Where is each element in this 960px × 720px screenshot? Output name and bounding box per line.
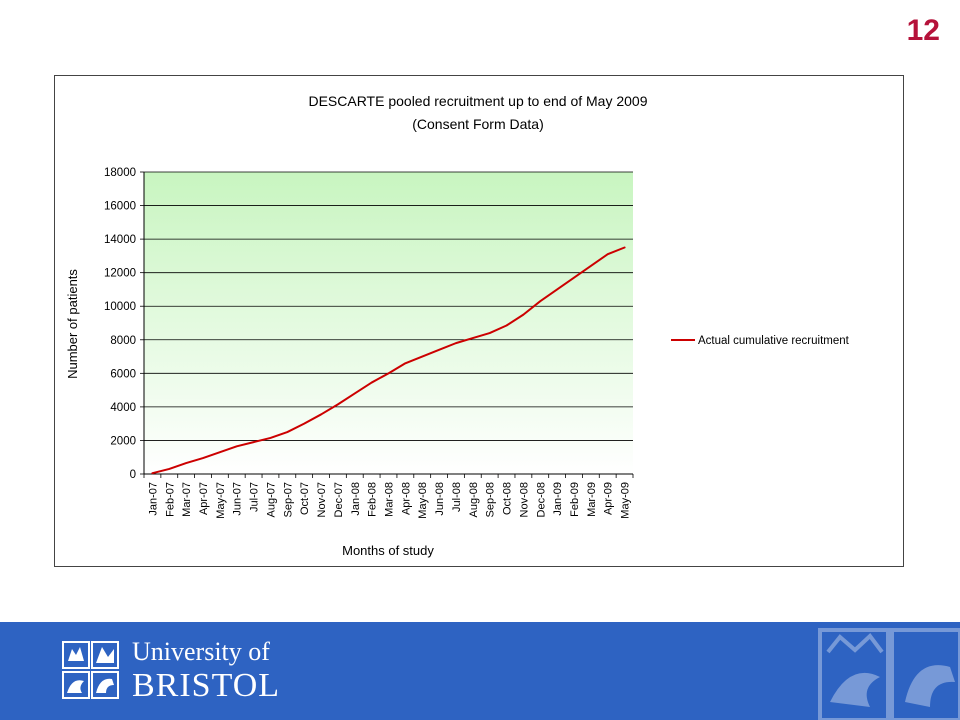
y-tick-label: 4000 — [110, 402, 136, 414]
x-tick-label: Jun-07 — [232, 482, 244, 516]
x-tick-label: May-07 — [215, 482, 227, 519]
crest-icon — [62, 641, 120, 701]
x-tick-label: Jun-08 — [434, 482, 446, 516]
x-tick-label: Nov-08 — [518, 482, 530, 517]
x-tick-label: Jul-07 — [249, 482, 261, 512]
x-tick-label: Feb-09 — [569, 482, 581, 517]
chart-subtitle: (Consent Form Data) — [412, 116, 543, 132]
crest-watermark-icon — [810, 622, 960, 720]
x-tick-label: Jan-07 — [147, 482, 159, 516]
x-tick-label: May-09 — [620, 482, 632, 519]
x-tick-label: Sep-08 — [485, 482, 497, 517]
x-tick-label: Feb-07 — [164, 482, 176, 517]
x-tick-label: May-08 — [417, 482, 429, 519]
x-tick-label: Dec-07 — [333, 482, 345, 517]
x-tick-label: Oct-07 — [299, 482, 311, 515]
x-tick-label: Sep-07 — [282, 482, 294, 517]
y-tick-label: 0 — [130, 469, 136, 481]
line-chart: DESCARTE pooled recruitment up to end of… — [65, 93, 850, 558]
y-tick-label: 2000 — [110, 435, 136, 447]
y-tick-label: 10000 — [104, 301, 136, 313]
x-tick-label: Aug-08 — [468, 482, 480, 517]
x-tick-label: Apr-07 — [198, 482, 210, 515]
chart-container: DESCARTE pooled recruitment up to end of… — [54, 75, 904, 567]
y-tick-label: 8000 — [110, 335, 136, 347]
y-axis-label: Number of patients — [65, 269, 80, 379]
x-tick-label: Apr-08 — [400, 482, 412, 515]
x-tick-label: Jan-09 — [552, 482, 564, 516]
x-tick-label: Oct-08 — [502, 482, 514, 515]
x-tick-label: Mar-09 — [586, 482, 598, 517]
logo-line-university: University of — [132, 637, 270, 666]
x-axis-label: Months of study — [342, 543, 434, 558]
plot-area — [144, 172, 633, 474]
x-tick-label: Mar-08 — [384, 482, 396, 517]
y-tick-label: 12000 — [104, 268, 136, 280]
slide-number: 12 — [906, 14, 940, 47]
y-tick-label: 14000 — [104, 234, 136, 246]
x-tick-label: Jul-08 — [451, 482, 463, 512]
x-tick-label: Jan-08 — [350, 482, 362, 516]
x-tick-label: Aug-07 — [265, 482, 277, 517]
footer-bar: University of BRISTOL — [0, 622, 960, 720]
y-tick-label: 16000 — [104, 201, 136, 213]
university-logo: University of BRISTOL — [62, 638, 280, 704]
y-tick-label: 6000 — [110, 368, 136, 380]
x-tick-label: Nov-07 — [316, 482, 328, 517]
x-tick-label: Apr-09 — [603, 482, 615, 515]
legend: Actual cumulative recruitment — [671, 335, 850, 347]
legend-label: Actual cumulative recruitment — [698, 335, 850, 347]
x-tick-label: Feb-08 — [367, 482, 379, 517]
y-tick-label: 18000 — [104, 167, 136, 179]
logo-line-bristol: BRISTOL — [132, 667, 281, 704]
x-tick-label: Mar-07 — [181, 482, 193, 517]
x-tick-label: Dec-08 — [535, 482, 547, 517]
chart-title: DESCARTE pooled recruitment up to end of… — [308, 93, 647, 109]
